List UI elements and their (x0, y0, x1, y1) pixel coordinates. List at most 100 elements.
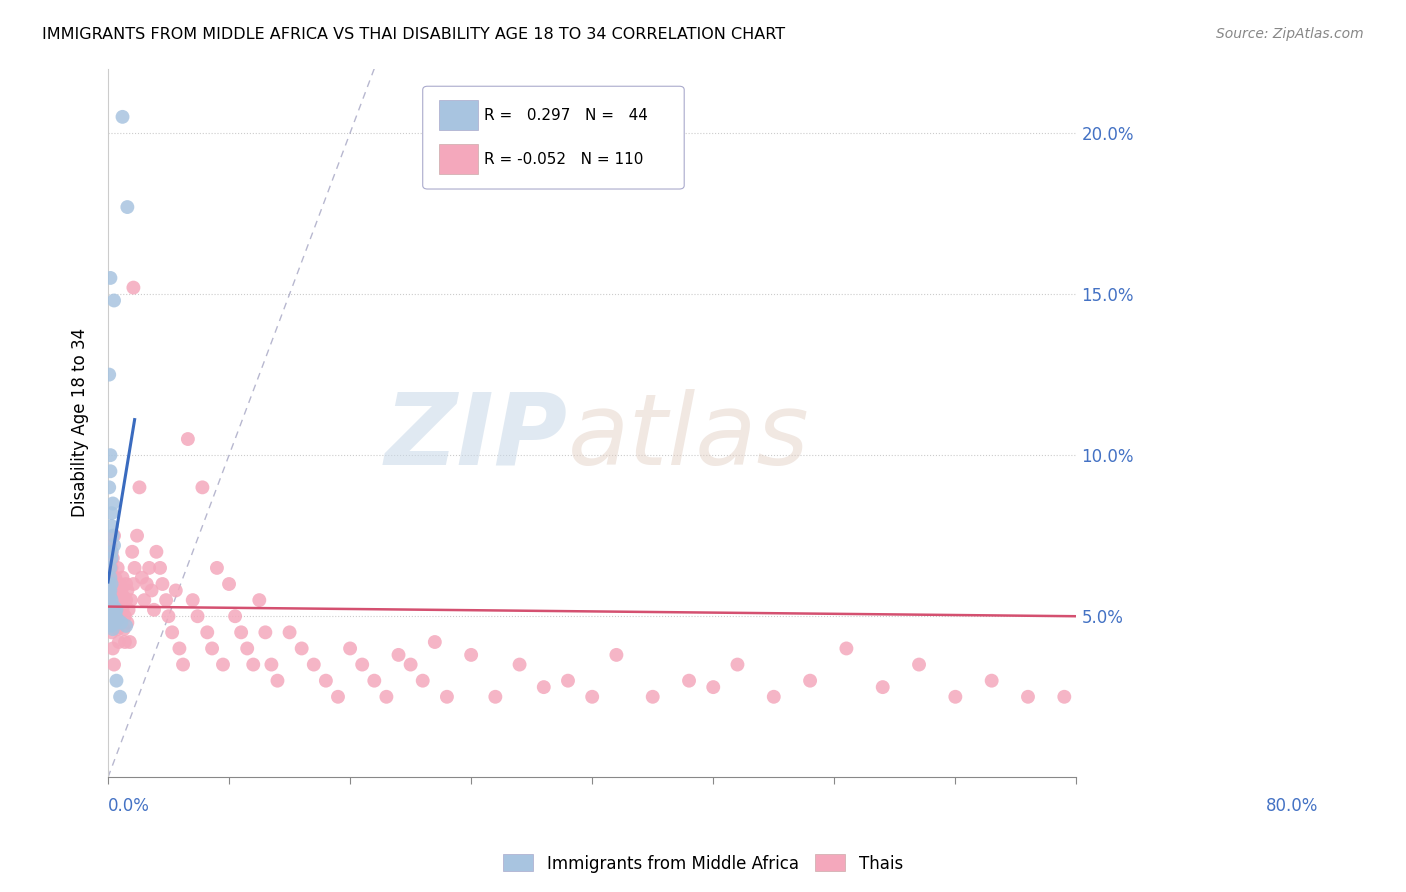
Point (187, 609, 209, 624)
Point (121, 545, 143, 559)
Bar (439, 100, 478, 130)
Point (103, 538, 125, 552)
Point (105, 673, 128, 688)
Point (98, 368, 121, 382)
Point (122, 280, 145, 294)
Point (100, 538, 122, 552)
Point (141, 583, 163, 598)
Point (100, 271, 122, 285)
Point (100, 561, 122, 575)
Point (908, 657, 931, 672)
Point (423, 635, 446, 649)
Point (98, 583, 121, 598)
Point (105, 583, 128, 598)
Point (149, 561, 172, 575)
Point (107, 561, 129, 575)
Point (112, 590, 135, 604)
Point (266, 673, 288, 688)
Point (201, 641, 224, 656)
Point (114, 609, 136, 624)
Point (436, 690, 458, 704)
Point (231, 625, 253, 640)
Point (100, 545, 122, 559)
Text: R =   0.297   N =   44: R = 0.297 N = 44 (484, 108, 648, 122)
Point (101, 529, 124, 543)
Point (943, 690, 966, 704)
Point (195, 625, 218, 640)
Point (98, 596, 121, 610)
Point (218, 577, 240, 591)
Point (111, 110, 134, 124)
Point (103, 529, 125, 543)
Point (100, 464, 122, 478)
Point (145, 545, 167, 559)
Point (326, 690, 349, 704)
Point (115, 593, 138, 607)
FancyBboxPatch shape (423, 87, 685, 189)
Point (605, 648, 627, 662)
Point (100, 590, 122, 604)
Point (100, 625, 122, 640)
Point (101, 615, 124, 630)
Point (98, 609, 121, 624)
Point (254, 625, 277, 640)
Text: atlas: atlas (568, 389, 810, 485)
Point (224, 609, 246, 624)
Point (98, 577, 121, 591)
Point (678, 673, 700, 688)
Point (101, 551, 124, 566)
Point (117, 200, 139, 214)
Point (128, 480, 150, 494)
Point (484, 690, 506, 704)
Point (107, 612, 129, 626)
Point (191, 480, 214, 494)
Point (302, 657, 325, 672)
Point (101, 622, 124, 636)
Point (98, 593, 121, 607)
Point (702, 680, 724, 694)
Point (100, 545, 122, 559)
Text: R = -0.052   N = 110: R = -0.052 N = 110 (484, 152, 643, 167)
Point (103, 657, 125, 672)
Point (100, 577, 122, 591)
Point (108, 635, 131, 649)
Point (363, 673, 385, 688)
Text: 80.0%: 80.0% (1267, 797, 1319, 815)
Point (212, 657, 235, 672)
Point (100, 583, 122, 598)
Point (108, 609, 131, 624)
Point (114, 635, 136, 649)
Text: ZIP: ZIP (384, 389, 568, 485)
Point (104, 609, 127, 624)
Point (260, 657, 283, 672)
Point (387, 648, 409, 662)
Point (104, 571, 127, 585)
Point (103, 293, 125, 308)
Point (375, 690, 398, 704)
Point (101, 641, 124, 656)
Point (1053, 690, 1076, 704)
Point (101, 496, 124, 510)
Point (101, 609, 124, 624)
Point (118, 635, 141, 649)
Point (100, 551, 122, 566)
Point (110, 583, 132, 598)
Point (98, 593, 121, 607)
Point (98, 603, 121, 617)
Point (117, 603, 139, 617)
Point (762, 690, 785, 704)
Point (108, 577, 131, 591)
Point (138, 561, 160, 575)
Point (460, 648, 482, 662)
Point (104, 615, 127, 630)
Point (641, 690, 664, 704)
Point (104, 615, 127, 630)
Point (103, 599, 125, 614)
Point (107, 622, 129, 636)
Point (122, 577, 145, 591)
Point (155, 593, 177, 607)
Point (872, 680, 894, 694)
Point (278, 625, 301, 640)
Point (111, 571, 134, 585)
Point (980, 673, 1002, 688)
